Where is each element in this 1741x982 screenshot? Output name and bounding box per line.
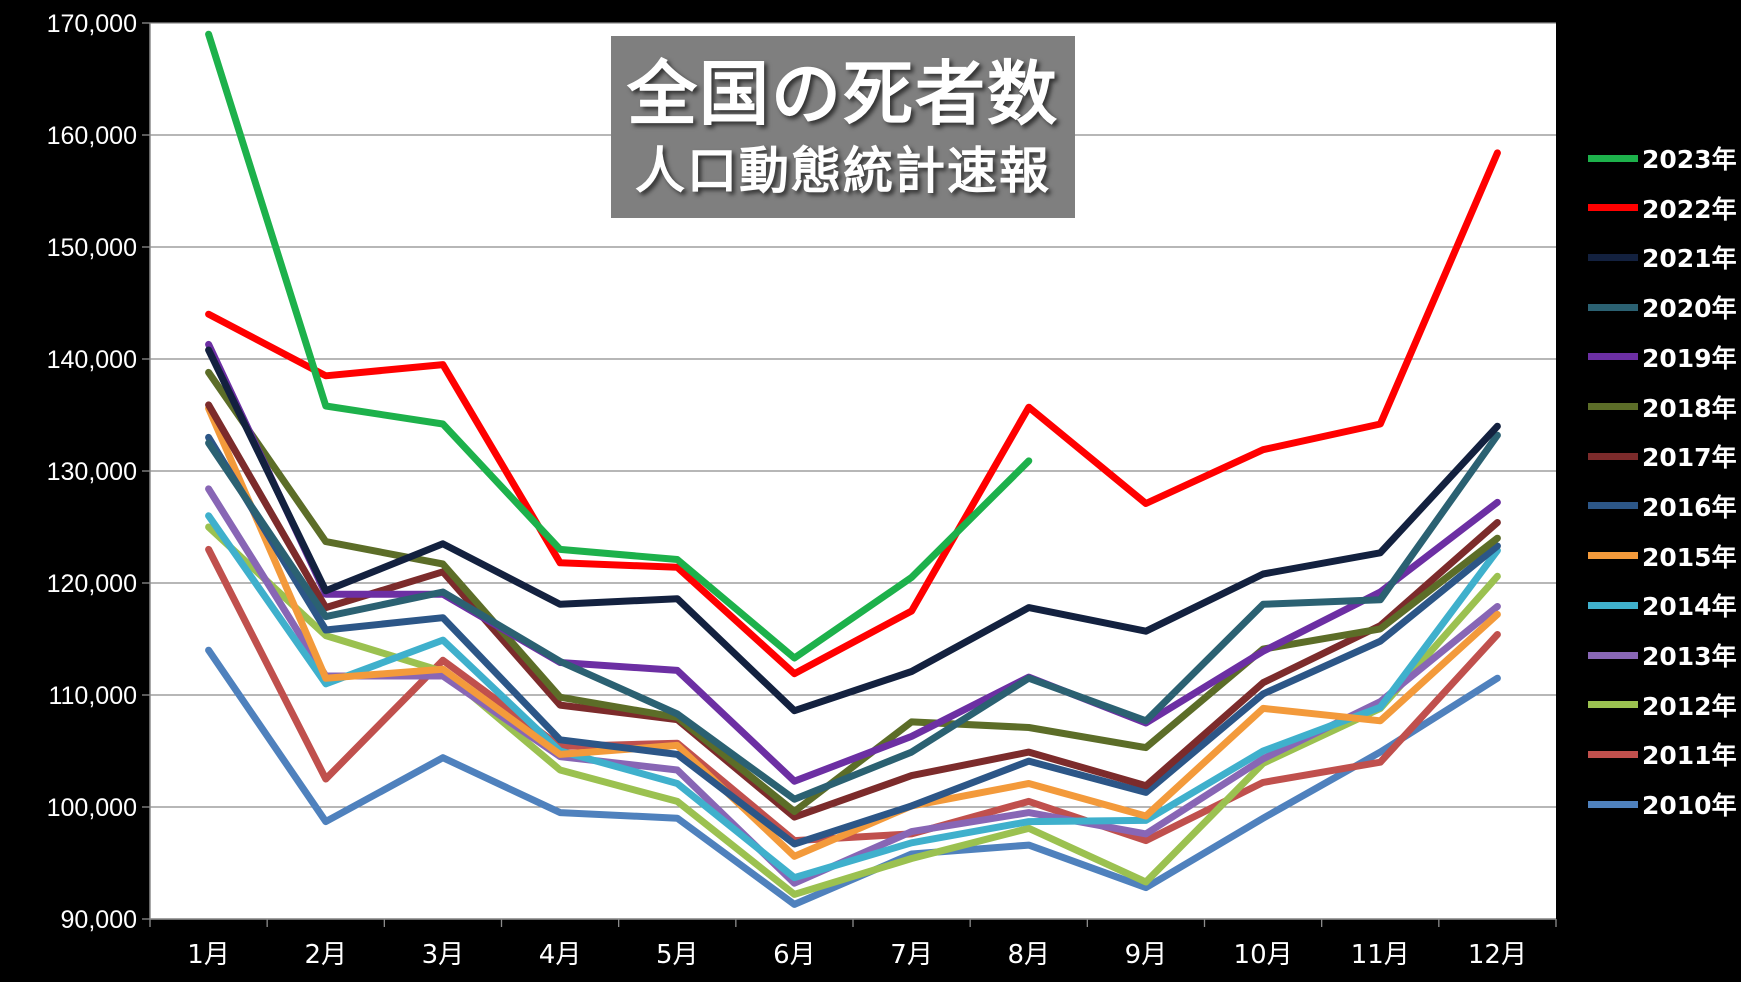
legend-item: 2012年 xyxy=(1588,690,1737,721)
legend-item: 2020年 xyxy=(1588,292,1737,324)
series-line xyxy=(205,368,1501,815)
legend-label: 2023年 xyxy=(1642,145,1737,174)
legend-swatch xyxy=(1588,502,1638,510)
x-tick-label: 12月 xyxy=(1468,940,1527,970)
x-tick-label: 2月 xyxy=(304,940,347,970)
x-tick-label: 1月 xyxy=(187,940,230,970)
legend-swatch xyxy=(1588,253,1638,261)
legend-item: 2011年 xyxy=(1588,739,1737,771)
legend-item: 2017年 xyxy=(1588,441,1737,473)
legend-item: 2015年 xyxy=(1588,541,1737,572)
chart-title-box: 全国の死者数 人口動態統計速報 xyxy=(611,36,1075,218)
x-tick-label: 7月 xyxy=(890,940,933,970)
y-tick-label: 170,000 xyxy=(47,10,137,38)
legend-item: 2021年 xyxy=(1588,242,1737,274)
legend-swatch xyxy=(1588,750,1638,758)
legend-label: 2021年 xyxy=(1642,244,1737,274)
x-tick-label: 11月 xyxy=(1351,940,1410,970)
y-tick-label: 100,000 xyxy=(47,794,137,822)
legend-label: 2012年 xyxy=(1642,691,1737,721)
legend-label: 2019年 xyxy=(1642,343,1737,373)
series-line xyxy=(205,512,1501,882)
legend-label: 2014年 xyxy=(1642,592,1737,622)
legend-swatch xyxy=(1588,552,1638,560)
legend-label: 2015年 xyxy=(1642,542,1737,572)
x-tick-labels: 1月 2月 3月 4月 5月 6月 7月 8月 9月 10月 11月 12月 xyxy=(187,940,1527,970)
legend-label: 2010年 xyxy=(1642,791,1737,821)
legend-item: 2013年 xyxy=(1588,640,1737,671)
series-line xyxy=(205,545,1501,845)
legend-item: 2019年 xyxy=(1588,342,1737,373)
legend-item: 2014年 xyxy=(1588,590,1737,622)
series-lines xyxy=(205,30,1501,908)
legend-swatch xyxy=(1588,452,1638,460)
legend-label: 2011年 xyxy=(1642,741,1737,771)
series-line xyxy=(205,401,1501,821)
x-tick-label: 6月 xyxy=(773,940,816,970)
y-tick-label: 150,000 xyxy=(47,234,137,262)
legend-label: 2013年 xyxy=(1642,642,1737,671)
legend-label: 2022年 xyxy=(1642,194,1737,224)
series-line xyxy=(205,431,1501,803)
chart-title: 全国の死者数 xyxy=(627,53,1059,135)
legend-label: 2018年 xyxy=(1642,393,1737,423)
chart-subtitle: 人口動態統計速報 xyxy=(635,142,1051,200)
legend-item: 2022年 xyxy=(1588,193,1737,224)
y-tick-labels: 90,000 100,000 110,000 120,000 130,000 140,00… xyxy=(47,10,137,934)
legend-swatch xyxy=(1588,154,1638,162)
x-tick-label: 8月 xyxy=(1007,940,1050,970)
y-tick-label: 120,000 xyxy=(47,570,137,598)
legend-label: 2016年 xyxy=(1642,492,1737,522)
legend-swatch xyxy=(1588,204,1638,212)
series-line xyxy=(205,346,1501,715)
y-tick-label: 140,000 xyxy=(47,346,137,374)
series-line xyxy=(205,523,1501,898)
legend-swatch xyxy=(1588,651,1638,659)
series-line xyxy=(205,404,1501,860)
legend-item: 2023年 xyxy=(1588,143,1737,174)
axes xyxy=(142,22,1557,927)
x-tick-label: 4月 xyxy=(539,940,582,970)
legend-swatch xyxy=(1588,353,1638,361)
y-tick-label: 130,000 xyxy=(47,458,137,486)
x-tick-label: 3月 xyxy=(422,940,465,970)
legend-item: 2010年 xyxy=(1588,789,1737,821)
legend-label: 2017年 xyxy=(1642,443,1737,473)
legend-swatch xyxy=(1588,701,1638,709)
x-tick-label: 9月 xyxy=(1125,940,1168,970)
y-tick-label: 160,000 xyxy=(47,122,137,150)
series-line xyxy=(205,149,1501,678)
y-tick-label: 90,000 xyxy=(61,906,137,934)
series-line xyxy=(205,30,1033,662)
legend-swatch xyxy=(1588,800,1638,808)
legend-label: 2020年 xyxy=(1642,294,1737,324)
legend-swatch xyxy=(1588,601,1638,609)
y-tick-label: 110,000 xyxy=(48,682,137,710)
legend-swatch xyxy=(1588,403,1638,410)
series-line xyxy=(205,433,1501,848)
x-tick-label: 5月 xyxy=(656,940,699,970)
x-tick-label: 10月 xyxy=(1234,940,1293,970)
legend-item: 2016年 xyxy=(1588,491,1737,522)
legend-item: 2018年 xyxy=(1588,392,1737,423)
legend-swatch xyxy=(1588,303,1638,311)
